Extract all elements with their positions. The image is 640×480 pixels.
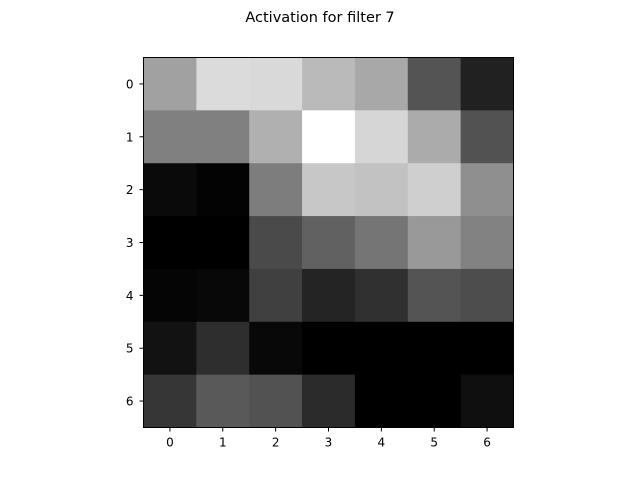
heatmap-cell-r1-c2 — [249, 110, 303, 164]
heatmap-cell-r4-c0 — [143, 268, 197, 323]
heatmap-cell-r5-c1 — [196, 321, 250, 376]
x-tick-label: 0 — [166, 436, 174, 450]
heatmap-cell-r0-c0 — [143, 57, 197, 111]
heatmap-cell-r0-c5 — [407, 57, 462, 111]
y-tick-label: 1 — [126, 130, 134, 144]
heatmap-cell-r5-c5 — [407, 321, 462, 376]
heatmap-cell-r3-c6 — [460, 216, 514, 270]
chart-title: Activation for filter 7 — [245, 10, 394, 26]
heatmap-cell-r5-c2 — [249, 321, 303, 376]
heatmap-cell-r3-c5 — [407, 216, 462, 270]
heatmap-cell-r4-c5 — [407, 268, 462, 323]
heatmap-cell-r0-c4 — [354, 57, 409, 111]
y-tick-label: 4 — [126, 289, 134, 303]
y-axis-ticks: 0 1 2 3 4 5 6 — [126, 77, 144, 409]
heatmap-cell-r5-c0 — [143, 321, 197, 376]
heatmap-cell-r2-c2 — [249, 163, 303, 217]
heatmap-cell-r2-c6 — [460, 163, 514, 217]
heatmap-cell-r3-c1 — [196, 216, 250, 270]
heatmap-cell-r0-c6 — [460, 57, 514, 111]
x-tick-label: 2 — [272, 436, 280, 450]
heatmap-cell-r2-c3 — [302, 163, 356, 217]
heatmap-cell-r4-c3 — [302, 268, 356, 323]
heatmap-cell-r0-c1 — [196, 57, 250, 111]
heatmap-cell-r5-c6 — [460, 321, 514, 376]
y-tick-label: 3 — [126, 236, 134, 250]
heatmap-cell-r1-c5 — [407, 110, 462, 164]
heatmap-cell-r6-c5 — [407, 374, 462, 428]
heatmap-cell-r1-c4 — [354, 110, 409, 164]
y-tick-label: 2 — [126, 183, 134, 197]
heatmap-cell-r2-c4 — [354, 163, 409, 217]
heatmap-cell-r6-c2 — [249, 374, 303, 428]
heatmap-cell-r5-c3 — [302, 321, 356, 376]
heatmap-cell-r6-c6 — [460, 374, 514, 428]
x-tick-label: 6 — [483, 436, 491, 450]
heatmap-cell-r3-c4 — [354, 216, 409, 270]
heatmap-cell-r1-c0 — [143, 110, 197, 164]
heatmap-cell-r1-c1 — [196, 110, 250, 164]
heatmap-cell-r6-c0 — [143, 374, 197, 428]
y-tick-label: 5 — [126, 342, 134, 356]
heatmap-cell-r4-c1 — [196, 268, 250, 323]
heatmap-cell-r4-c6 — [460, 268, 514, 323]
heatmap-cell-r0-c3 — [302, 57, 356, 111]
x-axis-ticks: 0 1 2 3 4 5 6 — [166, 427, 491, 450]
heatmap-cell-r1-c6 — [460, 110, 514, 164]
x-tick-label: 4 — [378, 436, 386, 450]
heatmap-cell-r1-c3 — [302, 110, 356, 164]
heatmap-cell-r6-c4 — [354, 374, 409, 428]
heatmap-cell-r4-c4 — [354, 268, 409, 323]
heatmap-cell-r5-c4 — [354, 321, 409, 376]
x-tick-label: 5 — [430, 436, 438, 450]
x-tick-label: 1 — [219, 436, 227, 450]
heatmap-cells — [143, 57, 514, 428]
y-tick-label: 6 — [126, 395, 134, 409]
heatmap-cell-r3-c0 — [143, 216, 197, 270]
y-tick-label: 0 — [126, 77, 134, 91]
heatmap-cell-r2-c5 — [407, 163, 462, 217]
heatmap-cell-r4-c2 — [249, 268, 303, 323]
heatmap-cell-r6-c1 — [196, 374, 250, 428]
heatmap-cell-r3-c3 — [302, 216, 356, 270]
heatmap-cell-r2-c1 — [196, 163, 250, 217]
heatmap-cell-r0-c2 — [249, 57, 303, 111]
heatmap-cell-r3-c2 — [249, 216, 303, 270]
x-tick-label: 3 — [325, 436, 333, 450]
heatmap-cell-r6-c3 — [302, 374, 356, 428]
heatmap-cell-r2-c0 — [143, 163, 197, 217]
